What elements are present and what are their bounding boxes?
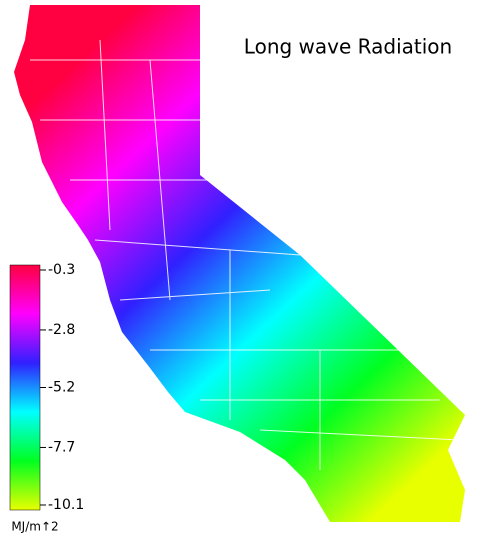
- colorbar-tick-label: -0.3: [48, 262, 75, 278]
- colorbar-tick-label: -7.7: [48, 439, 75, 455]
- california-shape: [14, 5, 465, 522]
- colorbar-unit: MJ/m↑2: [11, 520, 58, 534]
- map-title: Long wave Radiation: [244, 35, 452, 59]
- colorbar-tick-label: -2.8: [48, 322, 75, 338]
- colorbar-tick-label: -5.2: [48, 380, 75, 396]
- colorbar: [9, 264, 41, 511]
- colorbar-tick-label: -10.1: [48, 497, 84, 513]
- county-lines: [30, 39, 461, 470]
